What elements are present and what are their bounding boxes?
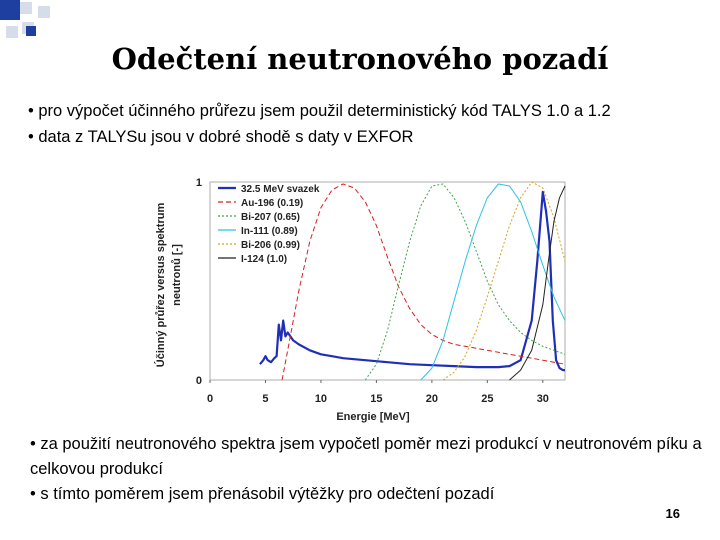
legend-label-4: Bi-206 (0.99) [241,240,300,251]
decorative-square-5 [6,26,18,38]
x-tick-label: 10 [315,393,327,405]
decorative-square-2 [20,2,32,14]
bullet-list-bottom: • za použití neutronového spektra jsem v… [30,432,715,507]
legend-label-2: Bi-207 (0.65) [241,212,300,223]
decorative-square-6 [26,26,36,36]
bullet-item: • s tímto poměrem jsem přenásobil výtěžk… [30,485,495,503]
bullet-list-top: • pro výpočet účinného průřezu jsem použ… [28,98,708,150]
cross-section-chart: 0 5 10 15 20 25 30 0 1 32.5 MeV svazek Au-196 (0.1… [154,177,566,423]
series-line-4 [442,181,566,381]
bullet-item: • pro výpočet účinného průřezu jsem použ… [28,102,611,120]
decorative-square-1 [0,0,20,20]
x-tick-label: 0 [207,393,213,405]
legend-label-5: I-124 (1.0) [241,254,287,265]
y-axis-label-line2: neutronů [-] [171,244,183,306]
plot-frame [209,181,566,381]
y-tick-label: 1 [196,177,202,189]
series-line-0 [259,190,565,372]
x-tick-label: 20 [426,393,438,405]
x-axis-label: Energie [MeV] [336,411,410,423]
y-tick-label: 0 [196,375,202,387]
series-line-2 [364,183,566,381]
bullet-item: • za použití neutronového spektra jsem v… [30,435,702,478]
x-tick-label: 25 [481,393,493,405]
legend-label-3: In-111 (0.89) [241,226,298,237]
page-number: 16 [665,506,680,521]
legend-label-0: 32.5 MeV svazek [241,184,320,195]
x-tick-label: 15 [370,393,382,405]
series-line-5 [509,185,566,381]
x-tick-label: 5 [262,393,268,405]
bullet-item: • data z TALYSu jsou v dobré shodě s dat… [28,128,414,146]
slide-title: Odečtení neutronového pozadí [111,42,609,76]
legend-label-1: Au-196 (0.19) [241,198,303,209]
series-line-3 [420,183,566,381]
y-axis-label-line1: Účinný průřez versus spektrum [154,203,167,368]
x-tick-label: 30 [537,393,549,405]
decorative-square-3 [38,6,50,18]
